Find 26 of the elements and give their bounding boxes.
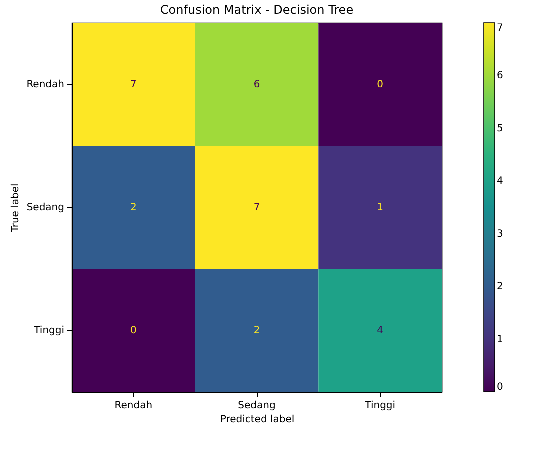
- data-label: 6: [254, 80, 260, 90]
- color-bar-label: 7: [497, 23, 504, 34]
- chart-title: Confusion Matrix - Decision Tree: [160, 3, 354, 17]
- x-tick-label: Sedang: [238, 400, 276, 412]
- data-label: 2: [130, 202, 137, 214]
- data-label: 7: [254, 202, 260, 214]
- y-tick-label: Rendah: [26, 80, 64, 90]
- data-label: 2: [254, 326, 260, 336]
- data-label: 0: [130, 326, 137, 336]
- color-bar-label: 4: [497, 176, 504, 188]
- color-bar-label: 0: [497, 382, 504, 393]
- data-label: 7: [130, 80, 137, 90]
- color-bar-label: 6: [497, 70, 504, 82]
- y-axis-title: True label: [10, 184, 22, 234]
- x-tick-label: Rendah: [114, 400, 153, 412]
- color-bar-label: 5: [497, 123, 504, 134]
- data-label: 4: [377, 326, 384, 336]
- color-bar-label: 3: [497, 228, 504, 240]
- data-label: 0: [377, 80, 384, 90]
- y-tick-label: Sedang: [26, 202, 64, 214]
- x-tick-label: Tinggi: [364, 400, 396, 412]
- data-label: 1: [377, 202, 384, 214]
- color-bar-label: 2: [497, 282, 504, 293]
- x-axis-title: Predicted label: [220, 414, 295, 426]
- y-tick-label: Tinggi: [33, 326, 64, 336]
- color-bar-label: 1: [497, 334, 504, 346]
